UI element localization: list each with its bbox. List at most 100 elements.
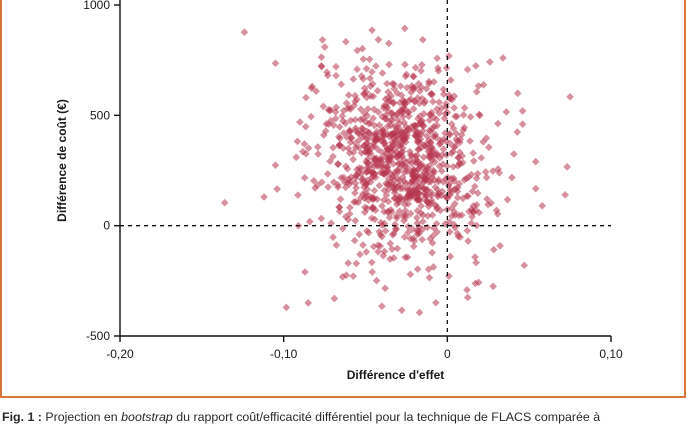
data-point bbox=[427, 148, 436, 156]
data-point bbox=[401, 60, 409, 69]
data-point bbox=[362, 88, 371, 96]
data-point bbox=[378, 221, 387, 230]
data-point bbox=[390, 194, 399, 203]
data-point bbox=[472, 174, 481, 183]
data-point bbox=[332, 62, 340, 71]
data-point bbox=[426, 235, 435, 243]
data-point bbox=[325, 106, 334, 115]
data-point bbox=[428, 211, 437, 219]
data-point bbox=[425, 116, 434, 125]
data-point bbox=[366, 74, 374, 83]
data-point bbox=[386, 169, 395, 178]
data-point bbox=[368, 169, 377, 177]
data-point bbox=[485, 143, 493, 152]
data-point bbox=[324, 183, 332, 191]
data-point bbox=[339, 224, 347, 233]
data-point bbox=[370, 215, 379, 224]
data-point bbox=[459, 194, 467, 203]
data-point bbox=[410, 237, 419, 245]
data-point bbox=[369, 242, 378, 251]
data-point bbox=[347, 177, 355, 186]
data-point bbox=[357, 149, 366, 157]
data-point bbox=[378, 202, 386, 210]
data-point bbox=[373, 195, 382, 204]
data-point bbox=[413, 265, 422, 274]
data-point bbox=[439, 145, 448, 153]
data-point bbox=[489, 167, 497, 175]
data-point bbox=[372, 62, 380, 70]
data-point bbox=[365, 55, 374, 64]
data-point bbox=[475, 111, 484, 120]
data-point bbox=[320, 43, 329, 51]
data-point bbox=[410, 121, 418, 130]
data-point bbox=[294, 191, 302, 199]
data-point bbox=[375, 121, 384, 129]
data-point bbox=[453, 229, 462, 238]
data-point bbox=[386, 178, 394, 186]
data-point bbox=[220, 198, 229, 207]
data-point bbox=[479, 81, 488, 89]
data-point bbox=[390, 150, 398, 159]
data-point bbox=[406, 151, 415, 159]
data-point bbox=[415, 308, 424, 317]
data-point bbox=[329, 143, 337, 152]
data-point bbox=[448, 212, 456, 220]
data-point bbox=[379, 130, 387, 138]
data-point bbox=[433, 149, 441, 158]
data-point bbox=[300, 140, 309, 148]
data-point bbox=[416, 135, 425, 143]
data-point bbox=[352, 184, 360, 192]
data-point bbox=[518, 120, 527, 128]
data-point bbox=[520, 261, 529, 270]
data-point bbox=[449, 162, 458, 171]
data-point bbox=[473, 169, 482, 178]
data-point bbox=[373, 86, 382, 95]
data-point bbox=[368, 195, 377, 203]
data-point bbox=[423, 198, 432, 207]
data-point bbox=[378, 302, 386, 311]
data-point bbox=[317, 214, 326, 223]
data-point bbox=[360, 84, 369, 93]
data-point bbox=[323, 170, 332, 178]
data-point bbox=[391, 220, 399, 229]
data-point bbox=[484, 200, 492, 209]
data-point bbox=[431, 130, 440, 139]
data-point bbox=[400, 24, 409, 33]
data-point bbox=[359, 124, 367, 133]
data-point bbox=[381, 95, 390, 103]
data-point bbox=[429, 132, 438, 141]
data-point bbox=[404, 164, 412, 172]
data-point bbox=[410, 126, 419, 135]
data-point bbox=[390, 254, 398, 262]
data-point bbox=[401, 179, 410, 188]
data-point bbox=[413, 166, 422, 174]
data-point bbox=[455, 148, 464, 157]
data-point bbox=[388, 245, 396, 253]
data-point bbox=[503, 195, 512, 204]
data-point bbox=[240, 28, 249, 36]
data-point bbox=[486, 58, 494, 66]
data-point bbox=[439, 160, 447, 168]
data-point bbox=[456, 138, 464, 147]
data-point bbox=[481, 168, 490, 176]
data-point bbox=[472, 88, 481, 96]
data-point bbox=[469, 157, 478, 165]
data-point bbox=[329, 178, 338, 187]
data-point bbox=[329, 152, 337, 161]
data-point bbox=[359, 55, 368, 63]
data-point bbox=[351, 91, 359, 100]
data-point bbox=[389, 98, 398, 106]
data-point bbox=[468, 187, 477, 196]
data-point bbox=[335, 142, 343, 150]
data-point bbox=[374, 35, 383, 44]
data-point bbox=[424, 147, 433, 156]
data-point bbox=[430, 224, 438, 232]
data-point bbox=[406, 270, 415, 279]
data-point bbox=[463, 192, 471, 200]
data-point bbox=[432, 219, 441, 228]
data-point bbox=[388, 130, 396, 138]
data-point bbox=[429, 231, 438, 240]
data-point bbox=[398, 109, 407, 118]
data-point bbox=[433, 203, 441, 211]
data-point bbox=[561, 190, 569, 199]
